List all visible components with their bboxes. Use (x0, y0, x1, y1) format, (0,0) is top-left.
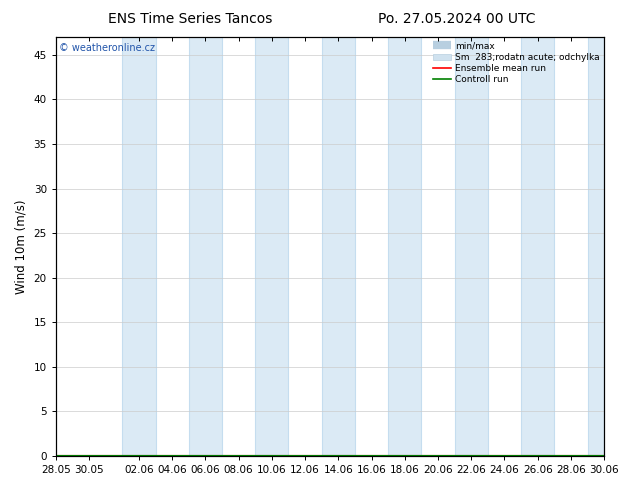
Legend: min/max, Sm  283;rodatn acute; odchylka, Ensemble mean run, Controll run: min/max, Sm 283;rodatn acute; odchylka, … (432, 40, 602, 86)
Text: ENS Time Series Tancos: ENS Time Series Tancos (108, 12, 273, 26)
Bar (521, 37, 554, 456)
Bar (189, 37, 222, 456)
Bar (122, 37, 155, 456)
Text: Po. 27.05.2024 00 UTC: Po. 27.05.2024 00 UTC (378, 12, 535, 26)
Y-axis label: Wind 10m (m/s): Wind 10m (m/s) (15, 199, 28, 294)
Bar (388, 37, 422, 456)
Bar (588, 37, 621, 456)
Bar (321, 37, 355, 456)
Bar (455, 37, 488, 456)
Text: © weatheronline.cz: © weatheronline.cz (58, 43, 155, 53)
Bar (256, 37, 288, 456)
